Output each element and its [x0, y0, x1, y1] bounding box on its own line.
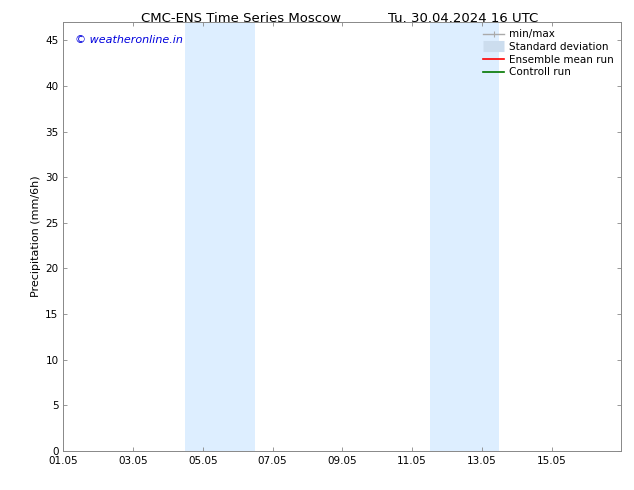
- Bar: [429, 22, 500, 451]
- Text: Tu. 30.04.2024 16 UTC: Tu. 30.04.2024 16 UTC: [388, 12, 538, 25]
- Y-axis label: Precipitation (mm/6h): Precipitation (mm/6h): [31, 175, 41, 297]
- Text: © weatheronline.in: © weatheronline.in: [75, 35, 183, 45]
- Legend: min/max, Standard deviation, Ensemble mean run, Controll run: min/max, Standard deviation, Ensemble me…: [479, 25, 618, 81]
- Text: CMC-ENS Time Series Moscow: CMC-ENS Time Series Moscow: [141, 12, 341, 25]
- Bar: [185, 22, 255, 451]
